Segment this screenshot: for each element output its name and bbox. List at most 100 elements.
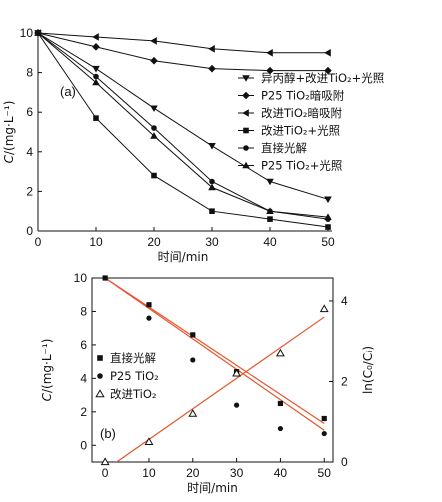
- data-point: [92, 33, 99, 41]
- legend-entry: 直接光解: [110, 351, 156, 365]
- data-point: [92, 65, 100, 73]
- x-tick-label: 10: [89, 235, 103, 249]
- data-point: [102, 275, 108, 281]
- data-point: [151, 125, 157, 131]
- data-point: [208, 143, 216, 150]
- chart-a: 0 10 20 30 40 50 0 2 4 6 8 10 时间/min C/(mg·L⁻¹) (a) 异丙醇…: [2, 26, 384, 264]
- data-point: [267, 216, 273, 222]
- y-tick-label: 4: [26, 145, 33, 159]
- data-point: [150, 56, 158, 65]
- data-point: [188, 409, 198, 417]
- y-tick-label: 0: [80, 438, 87, 452]
- legend-marker: [242, 109, 249, 117]
- y-tick-label: 6: [80, 338, 87, 352]
- data-point: [232, 368, 242, 377]
- legend-marker: [97, 355, 103, 361]
- x-tick-label: 30: [230, 466, 244, 480]
- data-point: [266, 207, 274, 214]
- legend-marker: [242, 75, 250, 82]
- data-point: [277, 425, 284, 432]
- data-point: [325, 224, 331, 230]
- data-point: [321, 415, 327, 422]
- legend-entry: 异丙醇+改进TiO₂+光照: [261, 71, 384, 85]
- y-tick-label: 8: [80, 304, 87, 318]
- legend-marker: [242, 91, 250, 100]
- data-point: [324, 66, 332, 75]
- data-point: [146, 315, 152, 321]
- y-axis-label: C/(mg·L⁻¹): [40, 339, 54, 402]
- legend-marker: [243, 145, 249, 151]
- data-point: [209, 178, 215, 185]
- x-tick-label: 50: [318, 466, 332, 480]
- chart-b: 0 10 20 30 40 50 0 2 4 6 8 10 0 2 4 时间/min C/(mg·L⁻¹) ln(…: [40, 271, 375, 495]
- legend-entry: P25 TiO₂: [110, 369, 159, 383]
- panel-label: (a): [60, 84, 76, 99]
- x-tick-label: 0: [102, 466, 109, 480]
- series-line: [37, 32, 328, 54]
- legend-marker: [95, 389, 105, 398]
- legend-entry: P25 TiO₂暗吸附: [261, 89, 345, 103]
- x-tick-label: 10: [142, 466, 156, 480]
- data-point: [92, 43, 100, 51]
- data-point: [190, 332, 196, 338]
- fit-line: [104, 278, 325, 425]
- data-point: [150, 37, 157, 45]
- y-tick-label: 10: [74, 271, 88, 285]
- x-axis-label: 时间/min: [158, 250, 209, 264]
- data-point: [266, 49, 273, 57]
- series-line: [37, 32, 329, 200]
- series-line: [37, 32, 329, 218]
- x-tick-label: 40: [274, 466, 288, 480]
- y-right-tick-label: 4: [341, 294, 348, 308]
- data-point: [34, 29, 42, 36]
- x-tick-label: 0: [35, 235, 42, 249]
- x-tick-label: 20: [147, 235, 161, 249]
- data-point: [93, 115, 99, 121]
- data-point: [324, 196, 332, 204]
- data-point: [208, 183, 216, 191]
- data-point: [209, 208, 215, 214]
- x-axis-label: 时间/min: [187, 481, 238, 495]
- data-point: [93, 73, 99, 80]
- data-point: [324, 213, 332, 220]
- y-tick-label: 10: [20, 26, 34, 40]
- legend-entry: P25 TiO₂+光照: [261, 159, 342, 173]
- data-point: [150, 132, 158, 139]
- y-tick-label: 6: [26, 105, 33, 119]
- data-point: [144, 437, 154, 445]
- data-point: [100, 457, 110, 466]
- series-line: [37, 32, 329, 228]
- legend-marker: [97, 373, 103, 379]
- data-point: [324, 49, 331, 57]
- data-point: [150, 105, 158, 113]
- legend-entry: 直接光解: [261, 141, 307, 155]
- data-point: [208, 45, 215, 53]
- data-point: [234, 402, 240, 408]
- data-point: [275, 348, 285, 357]
- data-point: [208, 64, 216, 73]
- data-point: [146, 302, 152, 308]
- data-point: [321, 430, 327, 437]
- data-point: [190, 357, 196, 363]
- legend-entry: 改进TiO₂暗吸附: [261, 106, 343, 120]
- y-right-tick-label: 0: [341, 455, 348, 469]
- x-tick-label: 50: [321, 235, 335, 249]
- y-tick-label: 2: [80, 405, 87, 419]
- fit-line: [104, 278, 325, 431]
- legend-entry: 改进TiO₂+光照: [261, 124, 340, 138]
- data-point: [266, 66, 274, 75]
- data-point: [151, 172, 157, 179]
- legend-entry: 改进TiO₂: [110, 387, 157, 401]
- y-tick-label: 8: [26, 66, 33, 80]
- y-right-axis-label: ln(C₀/Cᵢ): [361, 346, 375, 394]
- data-point: [266, 178, 274, 186]
- x-tick-label: 40: [263, 235, 277, 249]
- legend-marker: [242, 161, 250, 169]
- series-line: [37, 32, 328, 72]
- x-tick-label: 20: [186, 466, 200, 480]
- panel-label: (b): [100, 426, 116, 441]
- fit-line: [115, 316, 325, 462]
- data-point: [319, 304, 329, 313]
- plot-frame: [91, 277, 334, 463]
